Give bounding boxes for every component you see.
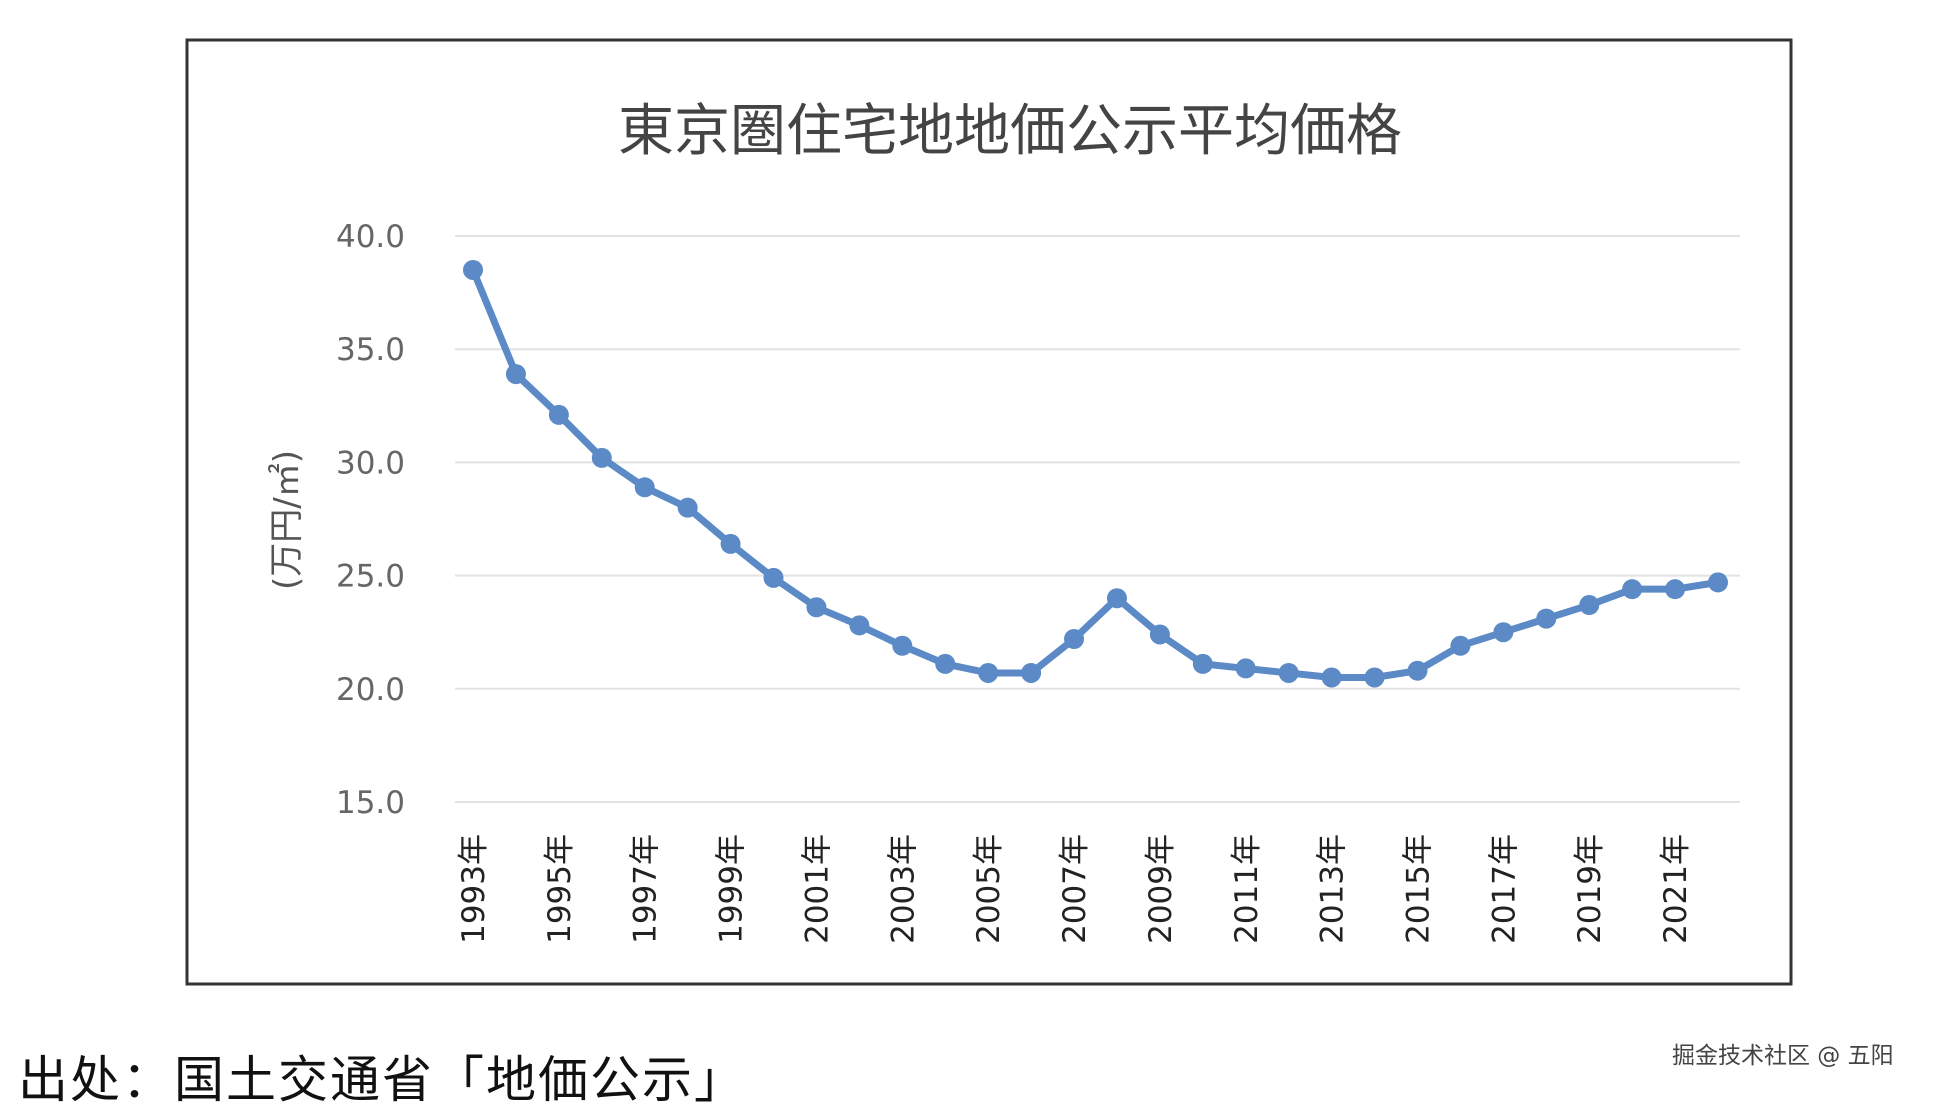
data-point — [1364, 667, 1385, 688]
data-point — [1450, 635, 1471, 656]
data-point — [505, 364, 526, 385]
data-point — [463, 259, 483, 280]
chart-title: 東京圏住宅地地価公示平均価格 — [618, 99, 1402, 164]
data-point — [1106, 588, 1127, 609]
data-point — [935, 653, 956, 674]
y-tick-label: 40.0 — [336, 219, 405, 255]
source-note: 出处：国土交通省「地価公示」 — [18, 1051, 746, 1109]
data-point — [1235, 658, 1256, 679]
data-point — [634, 477, 655, 498]
data-point — [892, 635, 913, 656]
x-tick-label: 2007年 — [1057, 834, 1093, 944]
x-tick-label: 2015年 — [1400, 834, 1436, 944]
data-point — [806, 597, 827, 618]
x-tick-label: 1997年 — [628, 834, 664, 944]
x-tick-label: 1999年 — [714, 834, 750, 944]
data-point — [677, 497, 698, 518]
data-point — [1665, 579, 1686, 600]
data-point — [1579, 595, 1600, 616]
x-tick-label: 2005年 — [971, 834, 1007, 944]
data-point — [1149, 624, 1170, 645]
x-tick-label: 2009年 — [1143, 834, 1179, 944]
data-point — [1064, 628, 1085, 649]
y-axis-label: (万円/㎡) — [267, 450, 307, 590]
y-tick-label: 35.0 — [336, 332, 405, 368]
x-tick-label: 2019年 — [1572, 834, 1608, 944]
y-tick-label: 30.0 — [336, 445, 405, 481]
y-tick-label: 15.0 — [336, 785, 405, 821]
data-point — [1622, 579, 1643, 600]
data-point — [548, 404, 569, 425]
data-point — [1407, 660, 1428, 681]
x-tick-label: 2011年 — [1229, 834, 1265, 944]
x-tick-label: 2017年 — [1486, 834, 1522, 944]
chart-frame — [185, 38, 1793, 986]
data-point — [1708, 572, 1728, 593]
x-tick-label: 1993年 — [456, 834, 492, 944]
x-tick-label: 2013年 — [1315, 834, 1351, 944]
x-tick-label: 2001年 — [799, 834, 835, 944]
y-tick-label: 20.0 — [336, 672, 405, 708]
data-point — [1321, 667, 1342, 688]
data-point — [1192, 653, 1213, 674]
data-point — [763, 567, 784, 588]
data-point — [849, 615, 870, 636]
x-tick-label: 1995年 — [542, 834, 578, 944]
data-point — [1493, 622, 1514, 643]
data-point — [720, 533, 741, 554]
x-tick-label: 2003年 — [885, 834, 921, 944]
data-point — [1278, 662, 1299, 683]
data-point — [1536, 608, 1557, 629]
x-tick-label: 2021年 — [1658, 834, 1694, 944]
data-point — [591, 447, 612, 468]
data-point — [1021, 662, 1042, 683]
watermark: 掘金技术社区 @ 五阳 — [1672, 1043, 1894, 1069]
y-tick-label: 25.0 — [336, 559, 405, 595]
data-point — [978, 662, 999, 683]
